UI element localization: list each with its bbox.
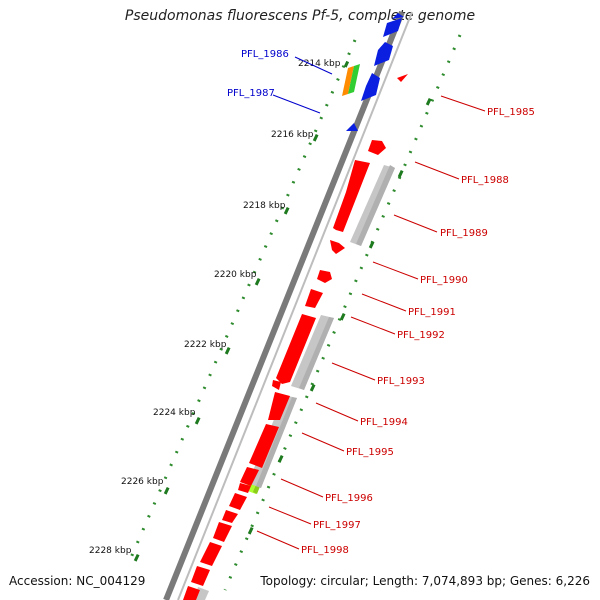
gene-arrow[interactable]: [183, 586, 200, 600]
gene-arrow[interactable]: [213, 522, 232, 542]
gene-label[interactable]: PFL_1994: [360, 417, 408, 428]
gene-arrow[interactable]: [249, 424, 279, 468]
gene-label[interactable]: PFL_1991: [408, 307, 456, 318]
gene-label[interactable]: PFL_1985: [487, 107, 535, 118]
genome-summary-text: Topology: circular; Length: 7,074,893 bp…: [260, 574, 590, 588]
gene-label[interactable]: PFL_1986: [241, 49, 289, 60]
gene-label[interactable]: PFL_1988: [461, 175, 509, 186]
gene-arrow[interactable]: [272, 380, 281, 390]
genome-backbone: [163, 10, 405, 600]
genes-right-strand: [183, 140, 386, 600]
inner-track-ticks: [247, 97, 432, 535]
tick-label: 2214 kbp: [298, 59, 341, 69]
gene-label[interactable]: PFL_1995: [346, 447, 394, 458]
tick-label: 2220 kbp: [214, 270, 257, 280]
gene-arrow[interactable]: [229, 493, 247, 510]
tick-label: 2218 kbp: [243, 201, 286, 211]
gene-arrow[interactable]: [200, 542, 222, 566]
gene-arrow[interactable]: [276, 314, 316, 384]
gene-label[interactable]: PFL_1987: [227, 88, 275, 99]
gene-arrow[interactable]: [333, 160, 370, 232]
gene-green[interactable]: [348, 64, 360, 94]
gene-arrow[interactable]: [361, 73, 380, 101]
gene-arrow[interactable]: [268, 392, 290, 420]
gene-label[interactable]: PFL_1990: [420, 275, 468, 286]
leader-lines: [256, 56, 486, 550]
gene-small-red[interactable]: [397, 74, 408, 82]
map-title: Pseudomonas fluorescens Pf-5, complete g…: [124, 8, 476, 24]
gene-orange[interactable]: [342, 66, 354, 96]
gene-small[interactable]: [392, 13, 404, 19]
gene-arrow[interactable]: [238, 483, 251, 493]
gene-arrow[interactable]: [305, 289, 323, 308]
gene-label[interactable]: PFL_1993: [377, 376, 425, 387]
gene-label[interactable]: PFL_1996: [325, 493, 373, 504]
tick-label: 2216 kbp: [271, 130, 314, 140]
tick-label: 2222 kbp: [184, 340, 227, 350]
tick-label: 2224 kbp: [153, 408, 196, 418]
gene-labels-left: PFL_1986 PFL_1987: [227, 49, 289, 99]
gene-arrow[interactable]: [330, 240, 345, 254]
gene-labels-right: PFL_1985 PFL_1988 PFL_1989 PFL_1990 PFL_…: [301, 107, 535, 556]
gene-arrow[interactable]: [368, 140, 386, 155]
gene-label[interactable]: PFL_1989: [440, 228, 488, 239]
gene-arrow[interactable]: [191, 566, 210, 586]
ruler-ticks: [133, 60, 350, 562]
gene-arrow[interactable]: [383, 18, 402, 37]
tick-label: 2228 kbp: [89, 546, 132, 556]
ruler-tick-labels: 2214 kbp 2216 kbp 2218 kbp 2220 kbp 2222…: [89, 59, 341, 556]
genes-left-strand: [346, 13, 404, 131]
gene-arrow[interactable]: [222, 510, 238, 523]
gene-arrow[interactable]: [346, 123, 358, 131]
gene-arrow[interactable]: [317, 270, 332, 283]
gene-label[interactable]: PFL_1992: [397, 330, 445, 341]
gene-arrow[interactable]: [240, 467, 259, 486]
gene-arrow[interactable]: [374, 42, 393, 66]
gene-label[interactable]: PFL_1997: [313, 520, 361, 531]
accession-text: Accession: NC_004129: [9, 574, 146, 588]
tick-label: 2226 kbp: [121, 477, 164, 487]
gene-label[interactable]: PFL_1998: [301, 545, 349, 556]
